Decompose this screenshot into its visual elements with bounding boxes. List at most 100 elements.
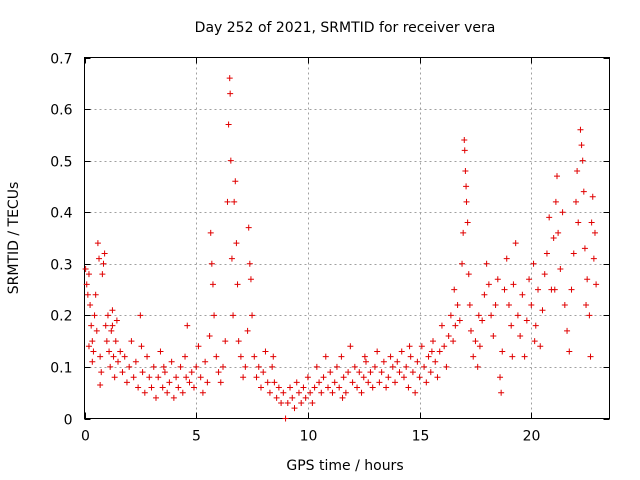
data-point [338, 353, 345, 360]
data-point [551, 286, 558, 293]
data-point [539, 307, 546, 314]
data-point [245, 224, 252, 231]
data-point [247, 276, 254, 283]
data-point [109, 307, 116, 314]
x-tick-label: 20 [523, 429, 541, 445]
data-point [94, 240, 101, 247]
data-point [593, 281, 600, 288]
data-point [443, 363, 450, 370]
data-point [227, 90, 234, 97]
data-point [472, 338, 479, 345]
data-point [186, 379, 193, 386]
data-point [260, 369, 267, 376]
data-point [244, 327, 251, 334]
data-point [146, 374, 153, 381]
data-point [434, 374, 441, 381]
data-point [160, 363, 167, 370]
data-point [428, 348, 435, 355]
data-point [89, 358, 96, 365]
data-point [100, 260, 107, 267]
data-point [554, 173, 560, 180]
data-point [128, 338, 135, 345]
data-point [587, 353, 594, 360]
data-point [398, 348, 405, 355]
data-point [97, 381, 104, 388]
data-point [456, 317, 463, 324]
data-point [159, 384, 166, 391]
data-point [466, 302, 473, 309]
data-point [224, 198, 231, 205]
data-point [459, 260, 466, 267]
data-point [96, 255, 103, 262]
data-point [588, 219, 595, 226]
data-point [396, 369, 403, 376]
data-point [579, 157, 586, 164]
data-point [561, 302, 568, 309]
data-point [356, 369, 363, 376]
data-point [109, 322, 116, 329]
data-point [331, 379, 338, 386]
data-point [148, 384, 155, 391]
data-point [577, 126, 584, 133]
data-point [543, 250, 550, 257]
data-point [367, 369, 374, 376]
data-point [318, 389, 325, 396]
data-point [264, 379, 271, 386]
data-point [327, 369, 334, 376]
data-point [102, 322, 109, 329]
data-point [275, 384, 282, 391]
y-axis-label: SRMTID / TECUs [6, 182, 22, 295]
data-point [208, 260, 215, 267]
data-point [498, 389, 505, 396]
data-point [204, 379, 211, 386]
data-point [512, 240, 519, 247]
y-tick-label: 0.7 [50, 52, 72, 68]
data-point [445, 332, 452, 339]
data-point [392, 379, 399, 386]
plot-frame [84, 57, 610, 419]
data-point [383, 384, 390, 391]
data-point [509, 353, 516, 360]
data-point [387, 353, 394, 360]
data-point [378, 369, 385, 376]
data-point [110, 353, 117, 360]
data-point [298, 400, 305, 407]
data-point [322, 353, 329, 360]
data-point [220, 363, 227, 370]
data-point [451, 286, 458, 293]
data-point [531, 338, 538, 345]
data-point [132, 358, 139, 365]
data-point [450, 338, 457, 345]
data-point [199, 389, 206, 396]
data-point [494, 276, 501, 283]
y-tick-label: 0 [64, 413, 73, 429]
data-point [418, 343, 425, 350]
x-axis: 0 5 10 15 20 [81, 57, 541, 445]
data-point [400, 374, 407, 381]
data-point [289, 394, 296, 401]
data-point [85, 271, 92, 278]
data-point [508, 322, 515, 329]
data-point [526, 276, 533, 283]
data-point [240, 374, 247, 381]
data-point [230, 312, 237, 319]
data-point [309, 400, 316, 407]
data-point [157, 348, 164, 355]
data-point [313, 363, 320, 370]
data-point [207, 229, 214, 236]
data-point [183, 374, 190, 381]
data-point [521, 353, 528, 360]
data-point [91, 312, 98, 319]
data-point [228, 255, 235, 262]
data-point [374, 348, 381, 355]
data-point [546, 214, 553, 221]
data-point [311, 384, 318, 391]
data-point [362, 358, 369, 365]
data-point [566, 348, 573, 355]
data-point [499, 348, 506, 355]
data-point [184, 322, 191, 329]
data-point [316, 379, 323, 386]
data-point [121, 353, 128, 360]
data-point [329, 389, 336, 396]
data-point [467, 327, 474, 334]
